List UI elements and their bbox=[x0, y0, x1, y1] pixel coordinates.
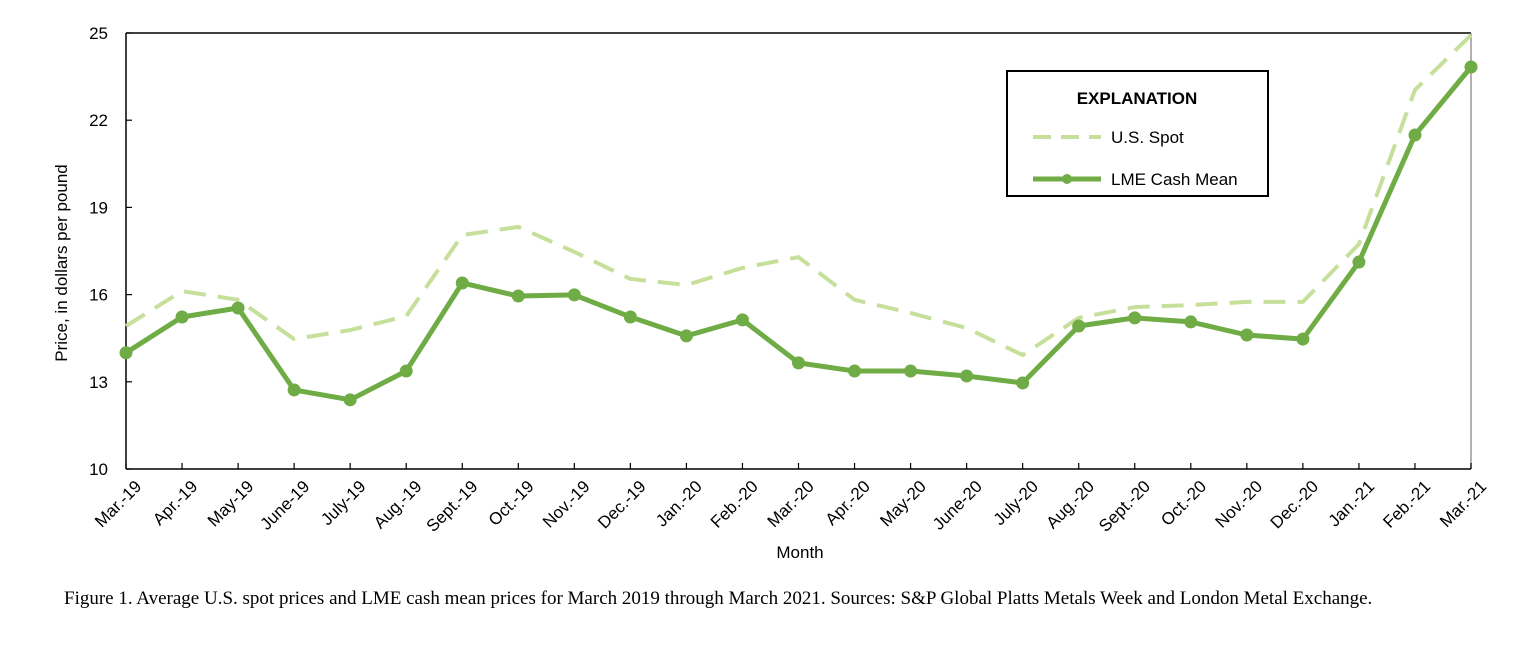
x-tick-label: Aug.-19 bbox=[370, 477, 426, 533]
legend-box bbox=[1006, 70, 1269, 197]
x-tick-label: Nov.-19 bbox=[539, 477, 594, 532]
data-point bbox=[1296, 332, 1310, 346]
legend-marker bbox=[1062, 174, 1072, 184]
y-tick-label: 22 bbox=[89, 111, 108, 130]
y-tick-label: 25 bbox=[89, 24, 108, 43]
x-tick-label: May-20 bbox=[876, 477, 930, 531]
y-tick-label: 16 bbox=[89, 286, 108, 305]
chart: Month Price, in dollars per pound 10 13 16… bbox=[52, 24, 1490, 562]
y-tick-label: 13 bbox=[89, 373, 108, 392]
x-tick-label: Apr.-19 bbox=[149, 477, 201, 529]
x-tick-label: Jan.-20 bbox=[652, 477, 706, 531]
x-tick-label: Mar.-19 bbox=[91, 477, 145, 531]
x-axis-title: Month bbox=[776, 543, 823, 562]
y-tick-label: 19 bbox=[89, 198, 108, 217]
data-point bbox=[623, 310, 637, 324]
x-tick-label: Feb.-20 bbox=[707, 477, 762, 532]
data-point bbox=[1352, 255, 1366, 269]
series-line bbox=[124, 33, 1473, 358]
data-point bbox=[1184, 315, 1198, 329]
legend-label: U.S. Spot bbox=[1111, 128, 1184, 147]
x-tick-label: July-20 bbox=[990, 477, 1042, 529]
data-point bbox=[960, 369, 974, 383]
data-point bbox=[455, 276, 469, 290]
data-point bbox=[904, 364, 918, 378]
x-tick-label: Apr.-20 bbox=[822, 477, 874, 529]
x-tick-label: June-19 bbox=[257, 477, 314, 534]
x-tick-label: Feb.-21 bbox=[1379, 477, 1434, 532]
data-point bbox=[287, 383, 301, 397]
legend: EXPLANATION U.S. Spot LME Cash Mean bbox=[1006, 70, 1269, 197]
data-point bbox=[1408, 128, 1422, 142]
y-axis-title: Price, in dollars per pound bbox=[52, 164, 71, 362]
data-point bbox=[1128, 311, 1142, 325]
data-point bbox=[119, 346, 133, 360]
data-point bbox=[848, 364, 862, 378]
x-tick-label: Dec.-20 bbox=[1267, 477, 1323, 533]
x-tick-label: May-19 bbox=[204, 477, 258, 531]
x-tick-label: Jan.-21 bbox=[1325, 477, 1379, 531]
data-point bbox=[1072, 319, 1086, 333]
x-tick-label: Oct.-20 bbox=[1157, 477, 1210, 530]
data-point bbox=[735, 313, 749, 327]
data-point bbox=[1016, 376, 1030, 390]
data-point bbox=[175, 310, 189, 324]
data-point bbox=[399, 364, 413, 378]
x-tick-label: Nov.-20 bbox=[1212, 477, 1267, 532]
data-point bbox=[792, 356, 805, 370]
legend-title: EXPLANATION bbox=[1077, 89, 1198, 108]
data-point bbox=[1464, 60, 1478, 74]
x-tick-label: Sept.-20 bbox=[1095, 477, 1154, 536]
x-tick-label: June-20 bbox=[929, 477, 986, 534]
x-tick-label: Oct.-19 bbox=[485, 477, 538, 530]
x-tick-label: Aug.-20 bbox=[1042, 477, 1098, 533]
x-tick-label: Mar.-20 bbox=[764, 477, 818, 531]
x-tick-label: Mar.-21 bbox=[1436, 477, 1490, 531]
x-tick-label: July-19 bbox=[317, 477, 369, 529]
data-point bbox=[1240, 328, 1254, 342]
data-point bbox=[511, 289, 525, 303]
data-point bbox=[231, 301, 245, 315]
x-tick-label: Sept.-19 bbox=[423, 477, 482, 536]
data-point bbox=[343, 393, 357, 407]
legend-label: LME Cash Mean bbox=[1111, 170, 1238, 189]
data-point bbox=[679, 329, 693, 343]
caption: Figure 1. Average U.S. spot prices and L… bbox=[64, 588, 1373, 609]
series-line bbox=[124, 65, 1473, 403]
data-point bbox=[567, 288, 581, 302]
x-tick-label: Dec.-19 bbox=[594, 477, 650, 533]
y-tick-label: 10 bbox=[89, 460, 108, 479]
